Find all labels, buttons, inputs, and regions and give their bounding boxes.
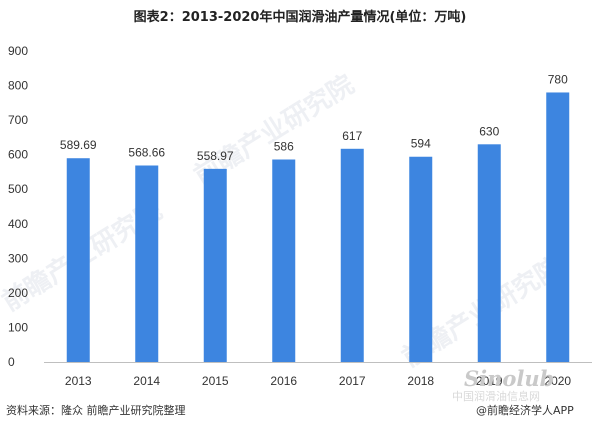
data-label: 558.97 <box>197 149 234 163</box>
watermark-site-logo: Sinolub <box>464 366 555 391</box>
y-tick-label: 500 <box>8 182 28 196</box>
x-tick-label: 2019 <box>476 374 503 388</box>
data-label: 617 <box>342 129 362 143</box>
source-note: 资料来源：隆众 前瞻产业研究院整理 <box>6 404 186 417</box>
data-label: 586 <box>274 140 294 154</box>
x-tick-label: 2014 <box>133 374 160 388</box>
bar <box>546 92 570 362</box>
data-label: 568.66 <box>128 145 165 159</box>
bar <box>203 168 227 362</box>
y-tick-label: 100 <box>8 320 28 334</box>
x-axis: 2013 2014 2015 2016 2017 2018 2019 2020 <box>44 362 592 388</box>
value-labels: 589.69 568.66 558.97 586 617 594 630 780 <box>60 72 568 162</box>
chart-title: 图表2：2013-2020年中国润滑油产量情况(单位：万吨) <box>133 10 467 25</box>
bars <box>66 92 570 362</box>
data-label: 780 <box>548 72 568 86</box>
watermark-site-name: 中国润滑油信息网 <box>452 390 540 403</box>
bar <box>135 165 159 362</box>
y-tick-label: 900 <box>8 44 28 58</box>
data-label: 630 <box>479 124 499 138</box>
y-tick-label: 700 <box>8 113 28 127</box>
bar <box>340 148 364 362</box>
y-tick-label: 400 <box>8 217 28 231</box>
x-tick-label: 2017 <box>339 374 366 388</box>
data-label: 594 <box>411 137 431 151</box>
x-tick-label: 2016 <box>270 374 297 388</box>
bar <box>477 144 501 362</box>
y-tick-label: 300 <box>8 251 28 265</box>
bar <box>409 156 433 362</box>
bar <box>66 158 90 362</box>
y-tick-label: 0 <box>8 355 15 369</box>
y-axis: 0 100 200 300 400 500 600 700 800 900 <box>8 44 28 369</box>
y-tick-label: 800 <box>8 79 28 93</box>
watermark-app: @前瞻经济学人APP <box>476 404 574 417</box>
x-tick-label: 2015 <box>202 374 229 388</box>
y-tick-label: 200 <box>8 286 28 300</box>
x-tick-label: 2018 <box>407 374 434 388</box>
x-tick-label: 2020 <box>544 374 571 388</box>
y-tick-label: 600 <box>8 148 28 162</box>
data-label: 589.69 <box>60 138 97 152</box>
bar <box>272 159 296 362</box>
x-tick-label: 2013 <box>65 374 92 388</box>
